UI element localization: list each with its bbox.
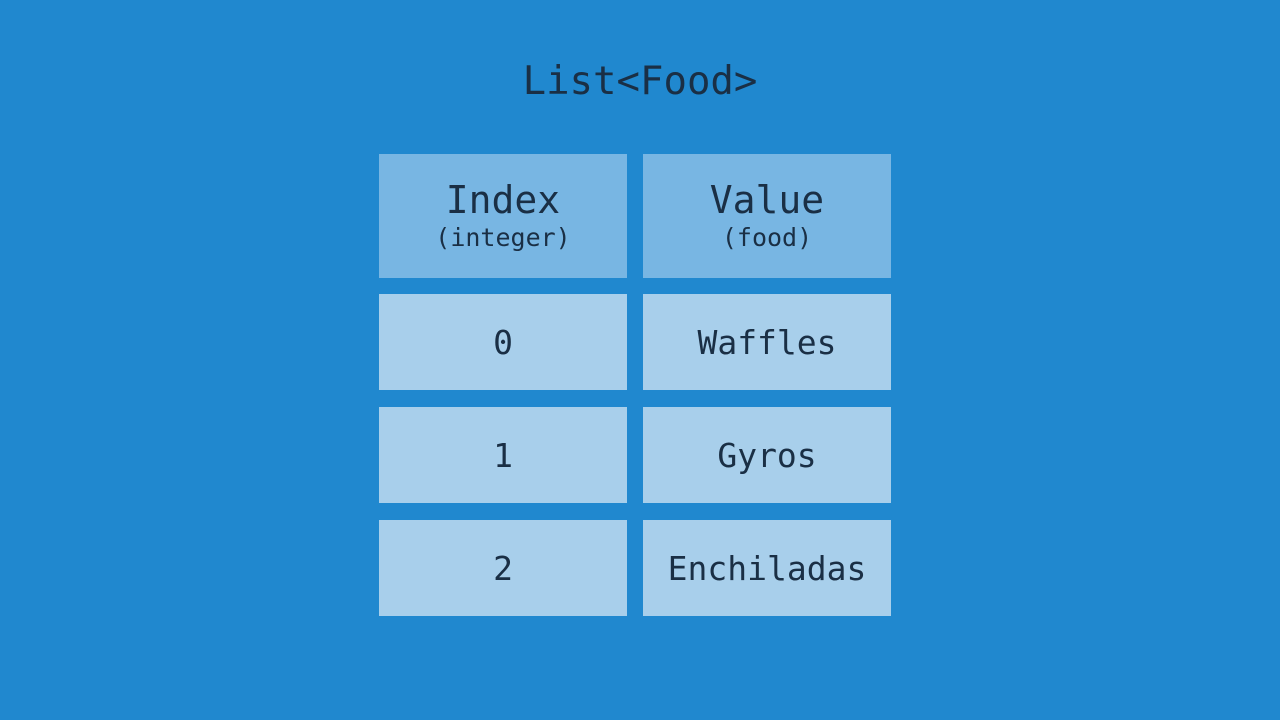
diagram-title: List<Food>	[522, 59, 758, 104]
index-cell: 0	[379, 294, 627, 390]
header-value: Value (food)	[643, 154, 891, 278]
food-value: Enchiladas	[667, 548, 867, 588]
header-index-type: (integer)	[435, 223, 571, 252]
food-value: Gyros	[717, 435, 817, 475]
value-cell: Enchiladas	[643, 520, 891, 616]
value-cell: Waffles	[643, 294, 891, 390]
index-value: 2	[493, 548, 513, 588]
value-cell: Gyros	[643, 407, 891, 503]
header-value-type: (food)	[721, 223, 813, 252]
header-index-label: Index	[445, 178, 561, 222]
index-value: 0	[493, 322, 513, 362]
index-value: 1	[493, 435, 513, 475]
header-index: Index (integer)	[379, 154, 627, 278]
index-cell: 2	[379, 520, 627, 616]
index-cell: 1	[379, 407, 627, 503]
header-value-label: Value	[709, 178, 825, 222]
food-value: Waffles	[697, 322, 837, 362]
